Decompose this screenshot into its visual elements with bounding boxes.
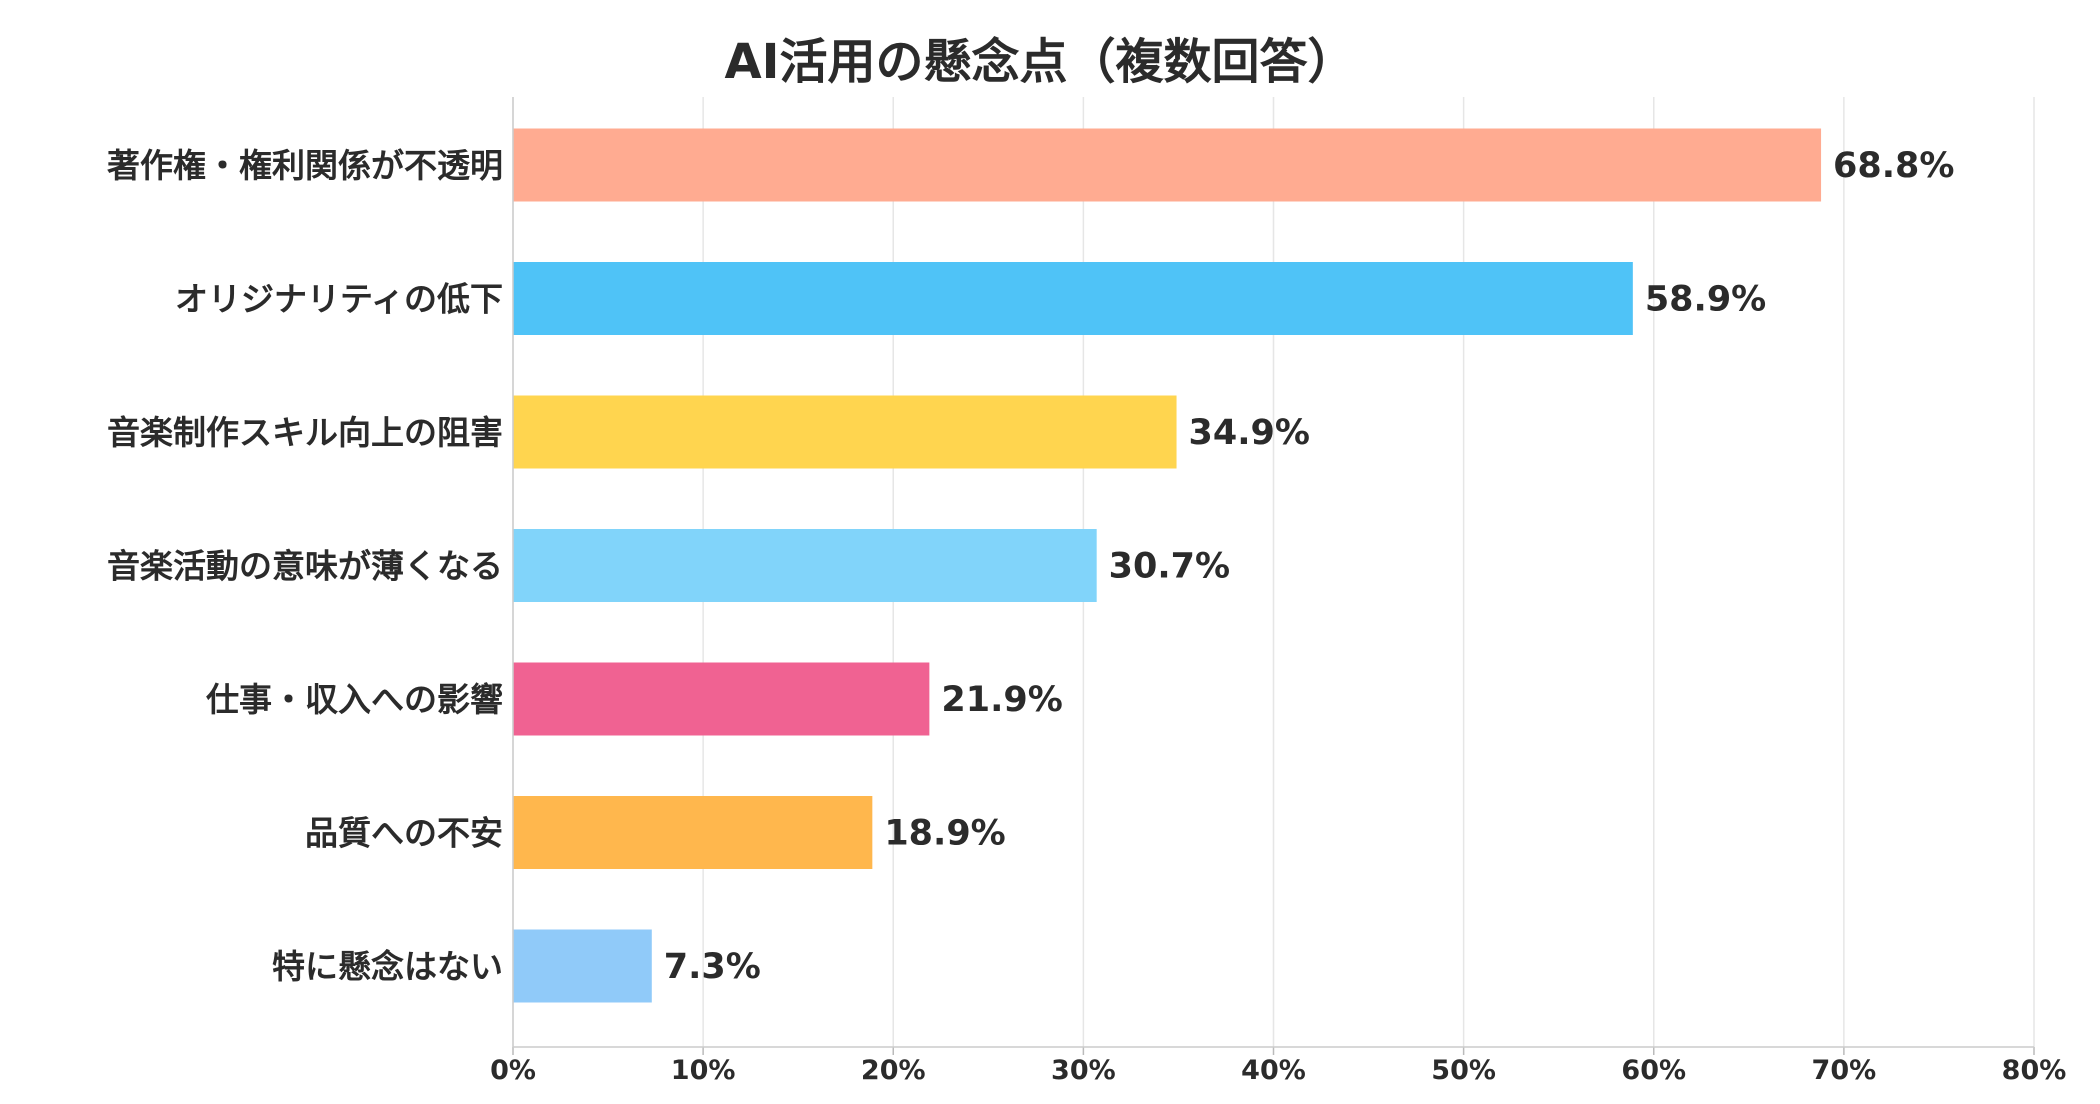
category-label: 仕事・収入への影響: [206, 680, 503, 719]
x-tick-label: 50%: [1431, 1055, 1496, 1086]
x-tick-label: 10%: [671, 1055, 736, 1086]
bar: [513, 796, 873, 869]
value-label: 21.9%: [941, 680, 1062, 720]
category-label: 品質への不安: [305, 814, 503, 853]
category-label: 著作権・権利関係が不透明: [107, 146, 503, 185]
value-label: 34.9%: [1189, 413, 1310, 453]
category-label: 音楽活動の意味が薄くなる: [107, 547, 503, 586]
bar: [513, 929, 652, 1003]
x-tick-label: 70%: [1812, 1055, 1877, 1086]
value-label: 30.7%: [1109, 547, 1230, 587]
value-label: 58.9%: [1645, 280, 1766, 320]
category-label: 特に懸念はない: [272, 947, 503, 986]
bar: [513, 662, 930, 736]
x-tick-label: 40%: [1241, 1055, 1306, 1086]
x-tick-label: 80%: [2002, 1055, 2067, 1086]
bar: [513, 262, 1633, 335]
bar: [513, 128, 1822, 202]
x-tick-label: 20%: [861, 1055, 926, 1086]
x-tick-label: 60%: [1621, 1055, 1686, 1086]
category-label: 音楽制作スキル向上の阻害: [107, 413, 503, 452]
category-label: オリジナリティの低下: [175, 280, 503, 319]
value-label: 18.9%: [884, 814, 1005, 854]
chart-title: AI活用の懸念点（複数回答）: [724, 34, 1355, 90]
bar: [513, 395, 1177, 469]
x-tick-label: 0%: [490, 1055, 536, 1086]
x-tick-label: 30%: [1051, 1055, 1116, 1086]
value-label: 68.8%: [1833, 146, 1954, 186]
bar: [513, 529, 1097, 602]
value-label: 7.3%: [664, 947, 761, 987]
